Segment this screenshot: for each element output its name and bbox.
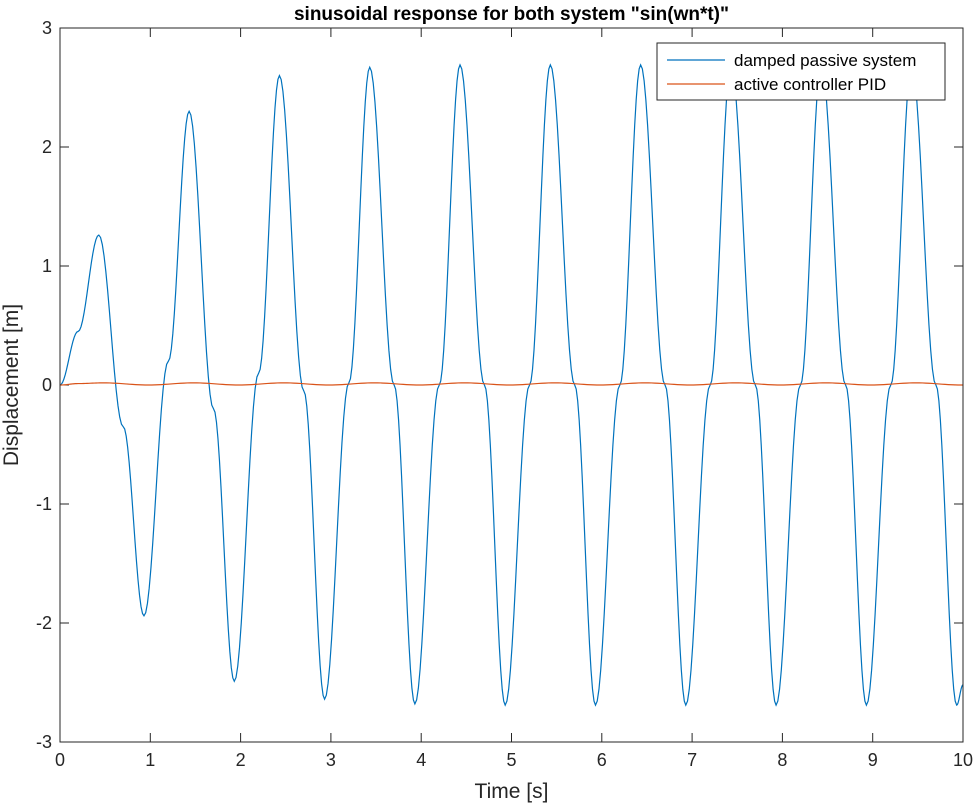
legend-label: active controller PID — [734, 75, 886, 94]
x-axis-label: Time [s] — [475, 780, 549, 803]
y-tick-label: 0 — [42, 375, 52, 395]
x-tick-label: 5 — [506, 750, 516, 770]
y-axis-label: Displacement [m] — [0, 304, 23, 466]
legend-label: damped passive system — [734, 51, 916, 70]
y-tick-label: 2 — [42, 137, 52, 157]
x-tick-label: 1 — [145, 750, 155, 770]
y-tick-label: -1 — [36, 494, 52, 514]
series-line-pid — [59, 382, 963, 386]
axis-ticks: 0 1 2 3 4 5 6 7 8 9 10 -3 -2 -1 0 1 2 3 — [36, 18, 973, 770]
legend: damped passive system active controller P… — [656, 42, 946, 101]
x-tick-label: 10 — [953, 750, 973, 770]
axes-box — [59, 27, 964, 743]
y-tick-label: -2 — [36, 613, 52, 633]
x-tick-label: 4 — [416, 750, 426, 770]
x-tick-label: 0 — [55, 750, 65, 770]
x-tick-label: 2 — [236, 750, 246, 770]
x-tick-label: 7 — [687, 750, 697, 770]
x-tick-label: 9 — [868, 750, 878, 770]
x-tick-label: 3 — [326, 750, 336, 770]
legend-box — [656, 42, 946, 101]
y-tick-label: -3 — [36, 732, 52, 752]
x-tick-label: 8 — [777, 750, 787, 770]
y-tick-label: 1 — [42, 256, 52, 276]
chart-title: sinusoidal response for both system "sin… — [294, 4, 729, 25]
y-tick-label: 3 — [42, 18, 52, 38]
x-tick-label: 6 — [597, 750, 607, 770]
